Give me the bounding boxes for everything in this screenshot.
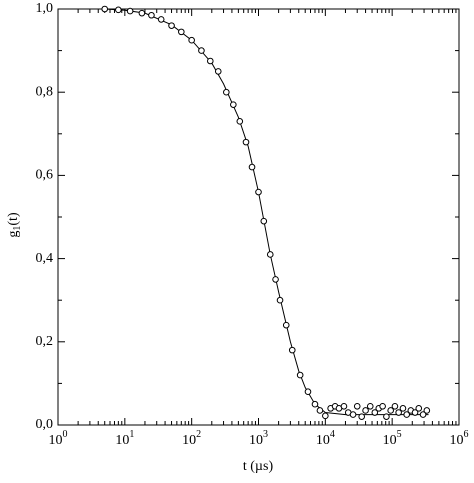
- data-point: [403, 411, 411, 418]
- x-tick-label: 103: [249, 429, 268, 448]
- data-point: [371, 409, 379, 416]
- data-point: [168, 22, 175, 29]
- data-point: [115, 6, 122, 14]
- x-tick-exp: 2: [196, 429, 201, 440]
- y-label-arg: (t): [6, 212, 21, 226]
- x-tick-base: 10: [383, 433, 397, 448]
- x-tick-exp: 6: [464, 429, 469, 440]
- x-tick-exp: 5: [397, 429, 402, 440]
- data-point: [138, 9, 146, 17]
- x-axis-label: t (µs): [243, 459, 274, 474]
- data-point: [366, 402, 374, 410]
- data-point: [236, 118, 244, 125]
- data-point: [391, 402, 399, 410]
- x-tick-exp: 0: [63, 429, 68, 440]
- x-tick-label: 106: [450, 429, 469, 448]
- data-point: [157, 16, 165, 23]
- x-tick-base: 10: [182, 433, 196, 448]
- data-point: [349, 411, 357, 418]
- data-point: [423, 407, 431, 414]
- data-point: [266, 251, 274, 258]
- x-tick-exp: 4: [330, 429, 335, 440]
- fit-line: [104, 8, 429, 416]
- y-label-sub: 1: [12, 226, 23, 231]
- x-tick-label: 104: [316, 429, 335, 448]
- data-point: [188, 36, 195, 44]
- data-point: [399, 405, 407, 412]
- data-point: [214, 68, 222, 75]
- plot-frame: [57, 8, 460, 426]
- data-point: [340, 402, 348, 410]
- data-point: [276, 296, 284, 304]
- x-tick-base: 10: [115, 433, 129, 448]
- y-label-base: g: [6, 231, 21, 238]
- x-tick-label: 105: [383, 429, 402, 448]
- data-point: [126, 7, 134, 15]
- x-tick-label: 102: [182, 429, 201, 448]
- data-point: [419, 411, 427, 418]
- y-axis-label: g1(t): [6, 212, 23, 238]
- x-tick-base: 10: [316, 433, 330, 448]
- data-point: [296, 371, 304, 379]
- data-point: [101, 5, 109, 13]
- data-point: [288, 346, 296, 354]
- data-point: [198, 47, 205, 54]
- data-point: [255, 188, 262, 196]
- data-point: [304, 388, 312, 396]
- data-point: [316, 407, 324, 414]
- x-tick-base: 10: [249, 433, 263, 448]
- y-tick-label: 0,0: [36, 417, 54, 432]
- y-tick-label: 0,4: [36, 251, 54, 266]
- data-point: [383, 413, 390, 420]
- data-point: [395, 409, 402, 416]
- data-point: [248, 163, 256, 171]
- data-point: [206, 57, 214, 65]
- data-point: [415, 405, 423, 412]
- x-tick-base: 10: [49, 433, 63, 448]
- data-point: [230, 101, 237, 108]
- y-tick-label: 1,0: [36, 1, 54, 16]
- data-point: [411, 409, 419, 416]
- data-point: [272, 276, 279, 283]
- data-point: [358, 413, 365, 420]
- y-tick-label: 0,8: [36, 84, 54, 99]
- data-point: [379, 402, 386, 410]
- data-point: [223, 88, 230, 96]
- data-point: [260, 217, 268, 225]
- data-point: [322, 412, 329, 420]
- data-point: [282, 321, 290, 329]
- data-point: [353, 402, 361, 410]
- x-tick-label: 101: [115, 429, 134, 448]
- x-tick-exp: 3: [263, 429, 268, 440]
- data-point: [362, 407, 369, 414]
- data-point: [148, 11, 155, 19]
- x-tick-exp: 1: [129, 429, 134, 440]
- data-point: [311, 400, 319, 408]
- data-point: [178, 28, 185, 36]
- x-tick-label: 100: [49, 429, 68, 448]
- x-tick-base: 10: [450, 433, 464, 448]
- y-tick-label: 0,2: [36, 334, 54, 349]
- data-point: [242, 138, 250, 146]
- data-point: [387, 407, 394, 414]
- y-tick-label: 0,6: [36, 168, 54, 183]
